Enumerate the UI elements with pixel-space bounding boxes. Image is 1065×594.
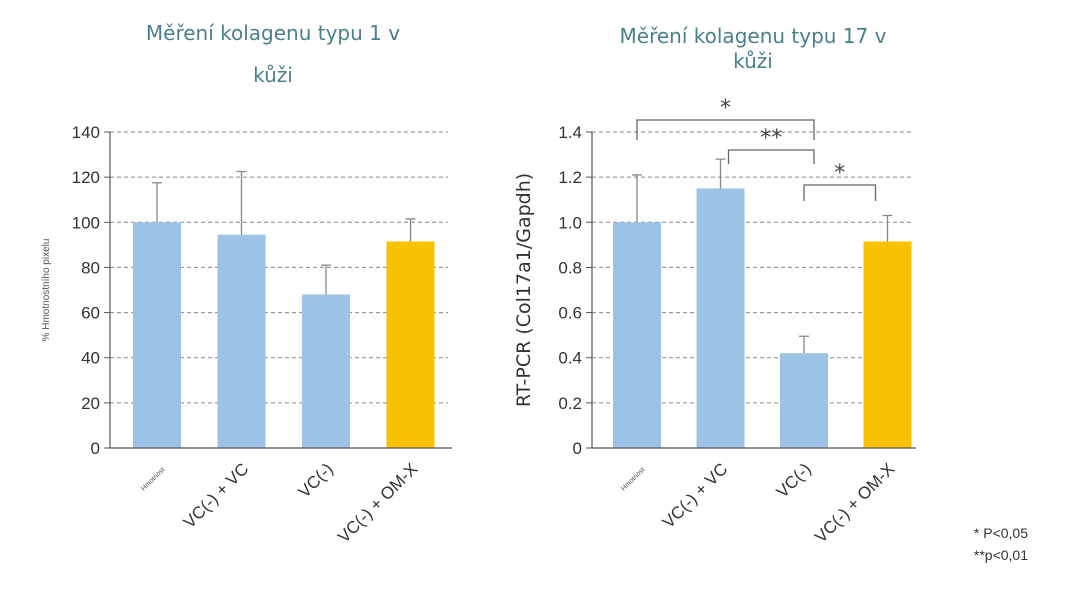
significance-label: ** bbox=[760, 126, 782, 151]
bar bbox=[863, 241, 912, 448]
significance-bracket bbox=[803, 184, 877, 201]
legend-note-p005: * P<0,05 bbox=[974, 525, 1028, 541]
category-label: Hmotnost bbox=[140, 466, 166, 492]
significance-label: * bbox=[720, 96, 731, 121]
y-axis-label: RT-PCR (Col17a1/Gapdh) bbox=[513, 173, 535, 407]
bar bbox=[302, 294, 350, 448]
y-tick-label: 100 bbox=[72, 213, 100, 232]
chart-title-line: Měření kolagenu typu 1 v bbox=[146, 21, 400, 45]
category-label: VC(-) bbox=[295, 459, 337, 501]
y-axis-label: % Hmotnostního pixelu bbox=[41, 239, 52, 342]
y-tick-label: 60 bbox=[81, 304, 100, 323]
chart-title-line: kůži bbox=[733, 49, 773, 73]
y-tick-label: 0.8 bbox=[558, 258, 582, 277]
y-tick-label: 40 bbox=[81, 349, 100, 368]
significance-bracket bbox=[727, 149, 815, 164]
chart-collagen-type-1: Měření kolagenu typu 1 v kůži 0 20 40 60 80 100… bbox=[41, 21, 452, 547]
category-label: VC(-) + VC bbox=[180, 459, 253, 532]
chart-title-line: kůži bbox=[253, 63, 293, 87]
y-tick-label: 0 bbox=[573, 439, 582, 458]
y-tick-label: 80 bbox=[81, 258, 100, 277]
y-tick-label: 0.2 bbox=[558, 394, 582, 413]
y-tick-label: 20 bbox=[81, 394, 100, 413]
y-tick-label: 120 bbox=[72, 168, 100, 187]
y-tick-label: 0.6 bbox=[558, 304, 582, 323]
category-label: VC(-) + VC bbox=[659, 459, 732, 532]
significance-bracket bbox=[636, 119, 815, 140]
bar bbox=[386, 241, 435, 448]
y-tick-label: 1.0 bbox=[558, 213, 582, 232]
category-label: VC(-) bbox=[773, 459, 815, 501]
bar bbox=[696, 188, 745, 448]
bar bbox=[133, 222, 181, 448]
category-label: VC(-) + OM-X bbox=[811, 459, 898, 546]
chart-title-line: Měření kolagenu typu 17 v bbox=[620, 24, 887, 48]
bar bbox=[613, 222, 661, 448]
y-tick-label: 1.4 bbox=[558, 123, 582, 142]
bar bbox=[780, 353, 828, 448]
significance-label: * bbox=[834, 161, 845, 186]
category-label: Hmotnost bbox=[620, 466, 646, 492]
y-tick-label: 140 bbox=[72, 123, 100, 142]
legend-note-p001: **p<0,01 bbox=[974, 547, 1028, 563]
bar bbox=[217, 234, 266, 448]
category-label: VC(-) + OM-X bbox=[334, 459, 421, 546]
y-tick-label: 0 bbox=[91, 439, 100, 458]
significance-legend: * P<0,05 **p<0,01 bbox=[974, 525, 1028, 563]
y-tick-label: 0.4 bbox=[558, 349, 582, 368]
y-tick-label: 1.2 bbox=[558, 168, 582, 187]
